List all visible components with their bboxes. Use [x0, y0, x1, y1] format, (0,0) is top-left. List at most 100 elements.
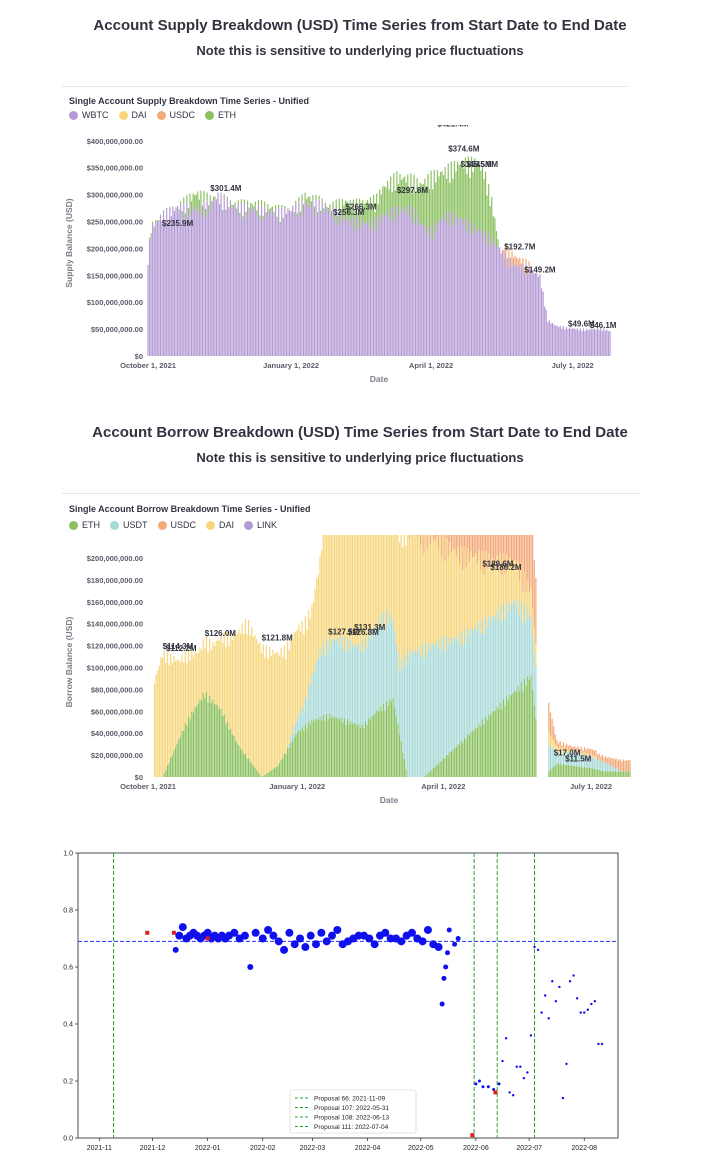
- supply-legend-dai[interactable]: DAI: [118, 110, 147, 120]
- supply-x-axis-label: Date: [370, 374, 389, 384]
- supply-bar-eth: [338, 198, 340, 211]
- supply-bar-eth: [446, 178, 448, 223]
- supply-bar-eth: [312, 195, 314, 201]
- borrow-bar-dai: [312, 601, 315, 673]
- supply-bar-wbtc: [545, 309, 547, 356]
- borrow-bar-eth: [222, 715, 224, 777]
- borrow-bar-dai: [395, 535, 397, 645]
- borrow-bar-dai: [168, 664, 170, 764]
- supply-bar-eth: [341, 199, 344, 214]
- supply-legend-wbtc[interactable]: WBTC: [69, 110, 109, 120]
- supply-bar-wbtc: [292, 206, 294, 356]
- borrow-bar-dai: [595, 755, 597, 759]
- supply-legend-eth[interactable]: ETH: [205, 110, 236, 120]
- legend-color-dot: [157, 520, 167, 530]
- scatter-point: [240, 931, 249, 940]
- borrow-bar-usdt: [458, 643, 461, 745]
- borrow-bar-usdc: [449, 535, 451, 543]
- borrow-legend-link[interactable]: LINK: [244, 520, 277, 530]
- borrow-bar-usdt: [582, 756, 584, 768]
- supply-bar-wbtc: [472, 233, 474, 356]
- borrow-bar-eth: [593, 768, 595, 777]
- borrow-bar-usdt: [369, 638, 371, 721]
- borrow-bar-eth: [572, 765, 574, 777]
- borrow-bar-dai: [181, 655, 183, 732]
- borrow-bar-usdt: [321, 655, 323, 721]
- borrow-bar-eth: [626, 771, 628, 777]
- supply-bar-wbtc: [601, 330, 603, 356]
- scatter-xtick-label: 2022-05: [408, 1145, 434, 1152]
- borrow-bar-usdt: [442, 636, 444, 759]
- borrow-bar-usdc: [478, 535, 480, 551]
- supply-chart-title: Single Account Supply Breakdown Time Ser…: [69, 96, 310, 106]
- supply-bar-wbtc: [413, 207, 415, 356]
- borrow-legend-usdt[interactable]: USDT: [110, 520, 148, 530]
- borrow-xtick-label: October 1, 2021: [120, 782, 176, 791]
- borrow-bar-dai: [355, 535, 357, 645]
- supply-bar-wbtc: [581, 331, 583, 356]
- borrow-bar-usdt: [596, 760, 599, 770]
- supply-bar-eth: [250, 203, 252, 208]
- borrow-bar-dai: [569, 749, 571, 752]
- supply-bar-eth: [329, 204, 331, 209]
- supply-bar-eth: [256, 210, 258, 216]
- supply-bar-wbtc: [519, 264, 521, 356]
- supply-bar-eth: [200, 190, 202, 204]
- supply-bar-wbtc: [539, 274, 541, 356]
- borrow-bar-usdt: [376, 623, 378, 711]
- borrow-bar-usdt: [363, 652, 365, 729]
- supply-bar-eth: [204, 208, 207, 218]
- borrow-bar-eth: [338, 720, 341, 777]
- supply-bar-wbtc: [590, 329, 592, 356]
- borrow-bar-usdc: [473, 535, 475, 557]
- borrow-legend-dai[interactable]: DAI: [206, 520, 234, 530]
- scatter-point: [590, 1002, 593, 1006]
- supply-bar-wbtc: [246, 205, 249, 356]
- borrow-bar-dai: [413, 535, 415, 652]
- borrow-bar-usdt: [588, 756, 591, 768]
- supply-bar-wbtc: [229, 202, 232, 356]
- supply-bar-eth: [411, 193, 414, 222]
- borrow-bar-usdt: [345, 652, 347, 725]
- borrow-bar-eth: [389, 699, 391, 777]
- borrow-bar-eth: [570, 765, 573, 777]
- borrow-bar-usdc: [588, 749, 591, 755]
- scatter-ytick-label: 0.6: [63, 965, 73, 972]
- borrow-bar-eth: [600, 770, 602, 777]
- supply-bar-wbtc: [592, 329, 594, 356]
- borrow-bar-usdt: [603, 762, 605, 772]
- supply-bar-usdc: [516, 257, 518, 266]
- legend-label: DAI: [131, 110, 147, 120]
- borrow-bar-eth: [497, 709, 500, 777]
- borrow-bar-dai: [238, 629, 240, 746]
- borrow-bar-usdt: [499, 606, 501, 703]
- legend-color-dot: [118, 110, 128, 120]
- borrow-bar-usdt: [484, 616, 487, 717]
- borrow-bar-usdt: [510, 605, 513, 696]
- borrow-bar-dai: [504, 574, 506, 620]
- borrow-bar-eth: [621, 771, 623, 777]
- borrow-bar-eth: [564, 765, 566, 777]
- borrow-bar-eth: [446, 754, 448, 777]
- supply-bar-usdc: [522, 257, 524, 265]
- borrow-bar-dai: [441, 557, 443, 650]
- supply-bar-eth: [497, 239, 499, 247]
- borrow-bar-eth: [213, 704, 216, 777]
- supply-bar-wbtc: [570, 328, 572, 356]
- scatter-ytick-label: 0.0: [63, 1136, 73, 1143]
- borrow-bar-dai: [491, 557, 493, 617]
- supply-bar-wbtc: [295, 203, 297, 356]
- supply-bar-wbtc: [428, 238, 431, 356]
- borrow-legend-eth[interactable]: ETH: [69, 520, 100, 530]
- borrow-legend-usdc[interactable]: USDC: [157, 520, 196, 530]
- borrow-bar-eth: [381, 710, 383, 777]
- scatter-xtick-label: 2022-04: [355, 1145, 381, 1152]
- borrow-bar-eth: [509, 694, 511, 777]
- supply-legend-usdc[interactable]: USDC: [156, 110, 195, 120]
- borrow-bar-usdc: [491, 535, 493, 558]
- supply-bar-wbtc: [164, 223, 166, 356]
- borrow-bar-eth: [267, 772, 269, 777]
- borrow-bar-dai: [405, 545, 407, 665]
- supply-bar-wbtc: [486, 243, 488, 356]
- borrow-bar-usdt: [405, 664, 407, 769]
